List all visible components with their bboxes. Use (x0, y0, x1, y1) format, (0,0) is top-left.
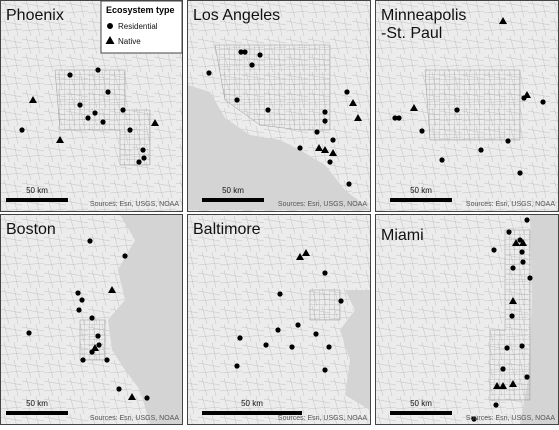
sources: Sources: Esri, USGS, NOAA (90, 201, 179, 208)
legend: Ecosystem type Residential Native (100, 0, 183, 54)
sites (471, 217, 533, 422)
panel-minneapolis: Minneapolis -St. Paul 50 km Sources: Esr… (375, 0, 559, 212)
sites (19, 67, 159, 165)
panel-title: Minneapolis (381, 7, 466, 24)
sources: Sources: Esri, USGS, NOAA (466, 415, 555, 422)
legend-item: Native (118, 37, 141, 46)
scale-label: 50 km (410, 399, 432, 408)
panel-title: Baltimore (193, 221, 261, 238)
sites (26, 238, 150, 401)
panel-title: Miami (381, 227, 424, 244)
scale-label: 50 km (222, 186, 244, 195)
panel-los-angeles: Los Angeles 50 km Sources: Esri, USGS, N… (187, 0, 371, 212)
scale-label: 50 km (26, 399, 48, 408)
scale-label: 50 km (241, 399, 263, 408)
panel-title: Los Angeles (193, 7, 280, 24)
sources: Sources: Esri, USGS, NOAA (278, 415, 367, 422)
legend-title: Ecosystem type (106, 5, 175, 15)
panel-boston: Boston 50 km Sources: Esri, USGS, NOAA (0, 214, 183, 425)
panel-title: Boston (6, 221, 56, 238)
sites (392, 17, 546, 176)
panel-baltimore: Baltimore 50 km Sources: Esri, USGS, NOA… (187, 214, 371, 425)
panel-title: Phoenix (6, 7, 64, 24)
sources: Sources: Esri, USGS, NOAA (278, 201, 367, 208)
scale-label: 50 km (26, 186, 48, 195)
panel-phoenix: Phoenix 50 km Sources: Esri, USGS, NOAA … (0, 0, 183, 212)
sources: Sources: Esri, USGS, NOAA (90, 415, 179, 422)
sites (206, 49, 362, 187)
panel-miami: Miami 50 km Sources: Esri, USGS, NOAA (375, 214, 559, 425)
panel-title: -St. Paul (381, 25, 442, 42)
scale-label: 50 km (410, 186, 432, 195)
sites (234, 249, 344, 373)
legend-item: Residential (118, 22, 158, 31)
sources: Sources: Esri, USGS, NOAA (466, 201, 555, 208)
